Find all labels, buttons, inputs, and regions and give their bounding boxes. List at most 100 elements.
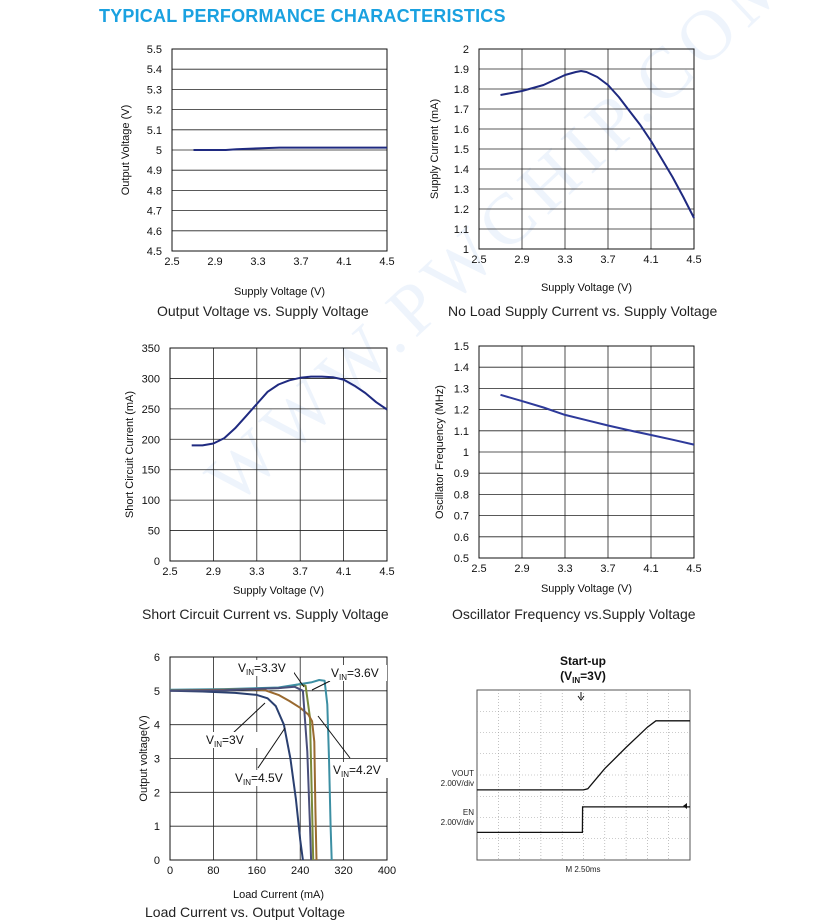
series-line-1: [169, 689, 304, 861]
x-axis-label: Supply Voltage (V): [234, 286, 325, 298]
scope-subtitle: (VIN=3V): [560, 669, 606, 685]
x-tick-label: 3.3: [249, 566, 264, 578]
scope-ch2-scale: 2.00V/div: [441, 818, 474, 827]
y-tick-label: 150: [142, 465, 160, 477]
y-tick-label: 1.4: [454, 362, 469, 374]
x-tick-label: 2.5: [471, 563, 486, 575]
curve-label: VIN=3V: [206, 733, 244, 749]
x-tick-label: 3.7: [600, 563, 615, 575]
x-tick-label: 2.5: [471, 254, 486, 266]
curve-pointer: [311, 680, 331, 691]
x-tick-label: 80: [207, 865, 219, 877]
chart-c3: 2.5 2.9 3.3 3.7 4.1 4.5 0 50 100 150 200 250 300 350 S…: [124, 343, 395, 597]
y-tick-label: 1.5: [454, 144, 469, 156]
x-tick-label: 160: [248, 865, 266, 877]
plot-frame: [169, 347, 388, 562]
y-tick-label: 2: [463, 44, 469, 56]
y-tick-label: 300: [142, 373, 160, 385]
plot-frame: [478, 48, 695, 250]
y-tick-label: 1.7: [454, 104, 469, 116]
x-tick-label: 2.9: [207, 256, 222, 268]
plot-frame: [171, 48, 388, 252]
y-tick-label: 1.9: [454, 64, 469, 76]
y-tick-label: 1.2: [454, 204, 469, 216]
y-tick-label: 1.1: [454, 426, 469, 438]
y-tick-label: 5.3: [147, 84, 162, 96]
y-tick-label: 1: [463, 244, 469, 256]
y-tick-label: 100: [142, 495, 160, 507]
x-tick-label: 0: [167, 865, 173, 877]
y-tick-label: 1.3: [454, 383, 469, 395]
scope-trace-en: [477, 806, 690, 834]
curve-label: VIN=4.2V: [333, 763, 381, 779]
y-tick-label: 5: [156, 145, 162, 157]
y-tick-label: 3: [154, 754, 160, 766]
caption-no-load-current: No Load Supply Current vs. Supply Voltag…: [448, 303, 718, 319]
scope-title: Start-up: [560, 654, 606, 668]
y-tick-label: 4.9: [147, 165, 162, 177]
y-tick-label: 0.9: [454, 468, 469, 480]
y-tick-label: 350: [142, 343, 160, 355]
y-tick-label: 4.5: [147, 246, 162, 258]
series-line-5: [169, 685, 313, 861]
page-heading: TYPICAL PERFORMANCE CHARACTERISTICS: [99, 6, 506, 26]
x-axis-label: Supply Voltage (V): [541, 282, 632, 294]
scope-ch2-label: EN: [463, 808, 474, 817]
curve-label: VIN=4.5V: [235, 771, 283, 787]
y-tick-label: 0.7: [454, 511, 469, 523]
curve-label-bg: [233, 770, 291, 786]
y-tick-label: 4.6: [147, 226, 162, 238]
scope-ch1-label: VOUT: [452, 769, 474, 778]
y-tick-label: 250: [142, 404, 160, 416]
y-tick-label: 0: [154, 855, 160, 867]
y-tick-label: 5.1: [147, 125, 162, 137]
curve-label-bg: [329, 665, 387, 681]
y-tick-label: 1.3: [454, 184, 469, 196]
chart-c2: 2.5 2.9 3.3 3.7 4.1 4.5 1 1.1 1.2 1.3 1.4 1.5 1.6 1.7…: [429, 44, 702, 294]
x-axis-label: Supply Voltage (V): [233, 585, 324, 597]
x-tick-label: 3.7: [600, 254, 615, 266]
y-tick-label: 1.1: [454, 224, 469, 236]
y-axis-label: Output voltage(V): [138, 715, 150, 801]
x-tick-label: 4.5: [379, 256, 394, 268]
y-axis-label: Short Circuit Current (mA): [124, 391, 136, 518]
curve-label-bg: [204, 732, 262, 748]
series-line-1: [193, 146, 387, 151]
curve-label-bg: [331, 762, 389, 778]
scope-time-scale: M 2.50ms: [565, 865, 600, 874]
x-tick-label: 3.3: [250, 256, 265, 268]
y-tick-label: 0.5: [454, 553, 469, 565]
y-tick-label: 1.8: [454, 84, 469, 96]
caption-oscillator-frequency: Oscillator Frequency vs.Supply Voltage: [452, 606, 696, 622]
caption-output-voltage: Output Voltage vs. Supply Voltage: [157, 303, 369, 319]
chart-c1: 2.5 2.9 3.3 3.7 4.1 4.5 4.5 4.6 4.7 4.8 4.9 5 5.1 5.2…: [120, 44, 395, 298]
x-tick-label: 3.3: [557, 254, 572, 266]
caption-short-circuit-current: Short Circuit Current vs. Supply Voltage: [142, 606, 389, 622]
x-tick-label: 2.5: [164, 256, 179, 268]
y-axis-label: Oscillator Frequency (MHz): [434, 385, 446, 519]
x-tick-label: 4.5: [686, 254, 701, 266]
y-tick-label: 4: [154, 720, 160, 732]
x-tick-label: 3.3: [557, 563, 572, 575]
series-line-1: [500, 393, 695, 446]
x-tick-label: 3.7: [293, 256, 308, 268]
y-tick-label: 0: [154, 556, 160, 568]
x-tick-label: 400: [378, 865, 396, 877]
x-axis-label: Supply Voltage (V): [541, 583, 632, 595]
y-tick-label: 5.5: [147, 44, 162, 56]
x-tick-label: 2.9: [514, 563, 529, 575]
chart-c4: 2.5 2.9 3.3 3.7 4.1 4.5 0.5 0.6 0.7 0.8 0.9 1 1.1 1.2…: [434, 341, 702, 595]
curve-pointer: [231, 702, 266, 735]
x-tick-label: 2.9: [514, 254, 529, 266]
x-tick-label: 2.9: [206, 566, 221, 578]
y-tick-label: 200: [142, 434, 160, 446]
chart-c6: Start-up(VIN=3V)VOUT2.00V/divEN2.00V/div…: [441, 654, 691, 874]
y-tick-label: 4.7: [147, 206, 162, 218]
trigger-arrow-icon: [577, 692, 585, 701]
curve-label: VIN=3.6V: [331, 666, 379, 682]
y-tick-label: 5.2: [147, 105, 162, 117]
x-tick-label: 4.5: [686, 563, 701, 575]
y-tick-label: 4.8: [147, 185, 162, 197]
y-tick-label: 2: [154, 787, 160, 799]
